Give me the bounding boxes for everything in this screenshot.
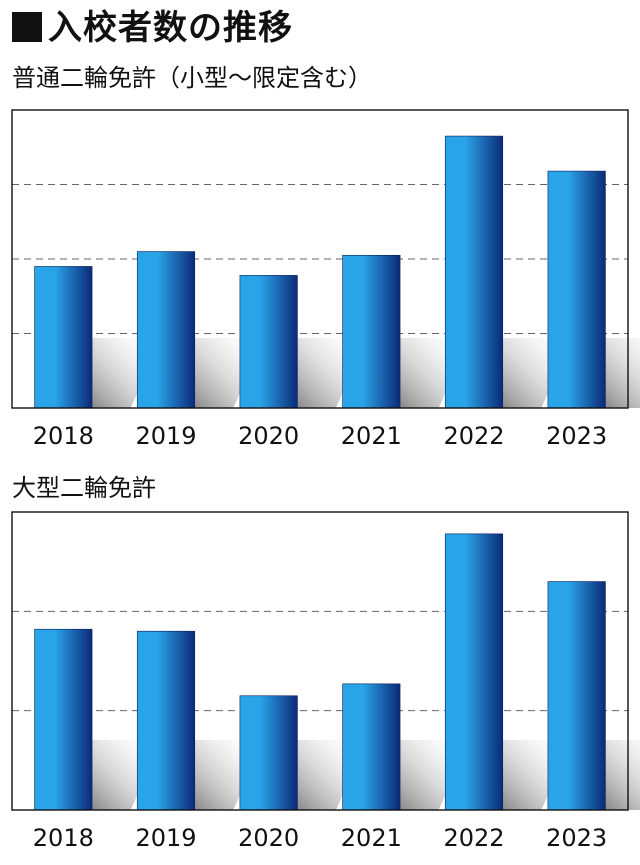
chart-1-x-tick-label: 2019 xyxy=(135,422,196,450)
chart-2-x-tick-label: 2020 xyxy=(238,824,299,852)
chart-1-x-tick-label: 2020 xyxy=(238,422,299,450)
chart-2-bar-2019 xyxy=(136,630,196,811)
chart-2-bar-2020 xyxy=(239,695,298,811)
chart-1-bar-2022 xyxy=(444,135,504,409)
chart-1-plot-frame xyxy=(11,109,629,409)
chart-2-bar-2018 xyxy=(34,628,93,811)
title-square-icon xyxy=(12,12,42,42)
chart-2-bar-2021 xyxy=(342,683,401,811)
chart-1-bar-2020 xyxy=(239,275,298,409)
chart-2-bar-2022 xyxy=(444,533,504,811)
chart-2: 2018 2019 2020 2021 2022 2023 xyxy=(11,511,640,852)
chart-1: 2018 2019 2020 2021 2022 2023 xyxy=(11,109,640,450)
chart-1-x-tick-label: 2022 xyxy=(443,422,504,450)
chart-1-bar-2023 xyxy=(547,170,606,409)
chart-1-bar-2019 xyxy=(136,251,196,409)
chart-2-x-tick-label: 2023 xyxy=(546,824,607,852)
chart-2-plot-frame xyxy=(11,511,629,811)
chart-1-bar-2018 xyxy=(34,266,93,409)
chart-1-x-tick-label: 2018 xyxy=(33,422,94,450)
chart-2-title: 大型二輪免許 xyxy=(12,474,156,502)
chart-2-x-tick-label: 2018 xyxy=(33,824,94,852)
chart-1-x-tick-label: 2021 xyxy=(341,422,402,450)
chart-2-bar-shadow xyxy=(605,740,640,810)
page-title-text: 入校者数の推移 xyxy=(48,8,293,48)
chart-2-x-tick-label: 2021 xyxy=(341,824,402,852)
chart-1-bar-2021 xyxy=(342,254,401,409)
page-title: 入校者数の推移 xyxy=(12,4,293,52)
chart-1-x-tick-label: 2023 xyxy=(546,422,607,450)
chart-2-x-tick-label: 2022 xyxy=(443,824,504,852)
chart-1-title: 普通二輪免許（小型～限定含む） xyxy=(12,64,372,92)
chart-2-x-tick-label: 2019 xyxy=(135,824,196,852)
chart-2-bar-2023 xyxy=(547,581,606,811)
chart-1-bar-shadow xyxy=(605,338,640,408)
